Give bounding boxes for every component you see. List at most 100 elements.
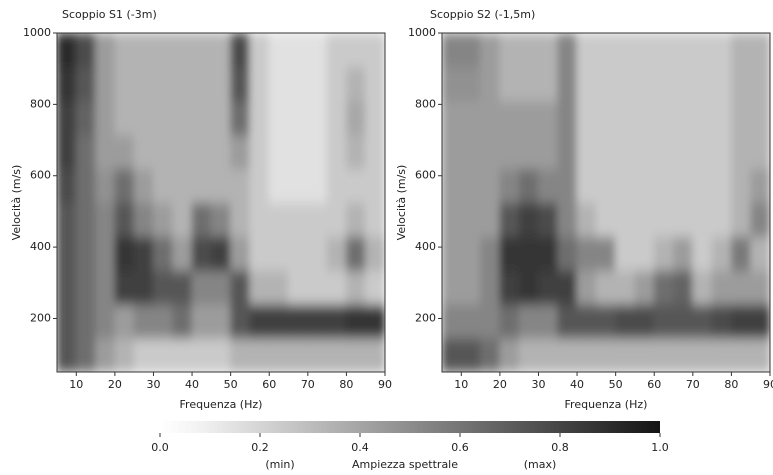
heat-cell bbox=[288, 134, 309, 170]
heat-cell bbox=[595, 100, 617, 136]
x-tick-label: 60 bbox=[262, 378, 276, 391]
heat-cell bbox=[537, 235, 559, 271]
heat-cell bbox=[518, 202, 539, 237]
colorbar-tick-label: 1.0 bbox=[651, 441, 669, 454]
heat-cell bbox=[653, 134, 675, 170]
heat-cell bbox=[326, 303, 347, 339]
heat-cell bbox=[95, 202, 116, 237]
x-tick-label: 10 bbox=[454, 378, 468, 391]
heat-cell bbox=[191, 33, 212, 68]
heat-cell bbox=[288, 33, 309, 68]
heat-cell bbox=[191, 269, 212, 305]
y-tick-label: 400 bbox=[415, 240, 436, 253]
chart-title: Scoppio S1 (-3m) bbox=[62, 8, 157, 21]
heat-cell bbox=[365, 269, 385, 305]
heat-cell bbox=[442, 202, 462, 237]
heat-cell bbox=[230, 66, 251, 102]
heat-cell bbox=[365, 168, 385, 203]
heat-cell bbox=[133, 303, 154, 339]
heat-cell bbox=[326, 33, 347, 68]
heat-cell bbox=[730, 269, 752, 305]
heat-cell bbox=[307, 100, 328, 136]
heat-cell bbox=[442, 134, 462, 170]
heat-cell bbox=[152, 337, 174, 372]
heat-cell bbox=[152, 134, 174, 170]
heat-cell bbox=[480, 134, 501, 170]
heat-cell bbox=[634, 66, 655, 102]
heat-cell bbox=[75, 100, 97, 136]
heatmap bbox=[57, 33, 385, 372]
heat-cell bbox=[537, 202, 559, 237]
heat-cell bbox=[499, 303, 520, 339]
heat-cell bbox=[442, 168, 462, 203]
colorbar-tick-label: 0.0 bbox=[151, 441, 169, 454]
heat-cell bbox=[268, 168, 290, 203]
heat-cell bbox=[634, 303, 655, 339]
heat-cell bbox=[499, 33, 520, 68]
heat-cell bbox=[480, 100, 501, 136]
heat-cell bbox=[288, 100, 309, 136]
heat-cell bbox=[730, 303, 752, 339]
heat-cell bbox=[692, 100, 713, 136]
heat-cell bbox=[595, 33, 617, 68]
heat-cell bbox=[307, 66, 328, 102]
heat-cell bbox=[460, 100, 482, 136]
heat-cell bbox=[576, 33, 597, 68]
heat-cell bbox=[480, 337, 501, 372]
heat-cell bbox=[692, 202, 713, 237]
heat-cell bbox=[750, 100, 770, 136]
heat-cell bbox=[576, 269, 597, 305]
heat-cell bbox=[480, 168, 501, 203]
heat-cell bbox=[268, 66, 290, 102]
heat-cell bbox=[133, 168, 154, 203]
heat-cell bbox=[95, 33, 116, 68]
heat-cell bbox=[57, 337, 77, 372]
x-tick-label: 90 bbox=[378, 378, 392, 391]
heat-cell bbox=[653, 269, 675, 305]
heat-cell bbox=[75, 168, 97, 203]
heat-cell bbox=[537, 269, 559, 305]
heat-cell bbox=[673, 337, 694, 372]
heat-cell bbox=[537, 33, 559, 68]
heat-cell bbox=[172, 100, 193, 136]
heat-cell bbox=[345, 33, 367, 68]
heat-cell bbox=[634, 168, 655, 203]
heat-cell bbox=[537, 168, 559, 203]
y-tick-label: 1000 bbox=[23, 26, 51, 39]
heat-cell bbox=[692, 337, 713, 372]
heat-cell bbox=[615, 33, 636, 68]
heat-cell bbox=[595, 202, 617, 237]
heat-cell bbox=[95, 100, 116, 136]
heat-cell bbox=[133, 202, 154, 237]
heat-cell bbox=[95, 235, 116, 271]
heat-cell bbox=[518, 100, 539, 136]
heat-cell bbox=[711, 134, 732, 170]
heat-cell bbox=[326, 168, 347, 203]
heat-cell bbox=[268, 303, 290, 339]
heat-cell bbox=[557, 269, 578, 305]
heat-cell bbox=[230, 303, 251, 339]
heat-cell bbox=[345, 337, 367, 372]
heat-cell bbox=[114, 202, 135, 237]
colorbar-tick-label: 0.8 bbox=[551, 441, 569, 454]
heat-cell bbox=[249, 100, 270, 136]
heat-cell bbox=[133, 100, 154, 136]
heat-cell bbox=[653, 168, 675, 203]
heat-cell bbox=[692, 134, 713, 170]
heat-cell bbox=[345, 100, 367, 136]
heat-cell bbox=[480, 269, 501, 305]
heat-cell bbox=[750, 134, 770, 170]
heat-cell bbox=[75, 134, 97, 170]
colorbar-label: Ampiezza spettrale bbox=[352, 458, 458, 471]
heat-cell bbox=[557, 100, 578, 136]
heat-cell bbox=[268, 235, 290, 271]
heat-cell bbox=[95, 168, 116, 203]
heat-cell bbox=[730, 33, 752, 68]
heat-cell bbox=[518, 235, 539, 271]
heat-cell bbox=[673, 202, 694, 237]
heat-cell bbox=[365, 33, 385, 68]
x-axis-label: Frequenza (Hz) bbox=[180, 398, 263, 411]
heat-cell bbox=[576, 100, 597, 136]
heat-cell bbox=[537, 303, 559, 339]
heat-cell bbox=[518, 66, 539, 102]
